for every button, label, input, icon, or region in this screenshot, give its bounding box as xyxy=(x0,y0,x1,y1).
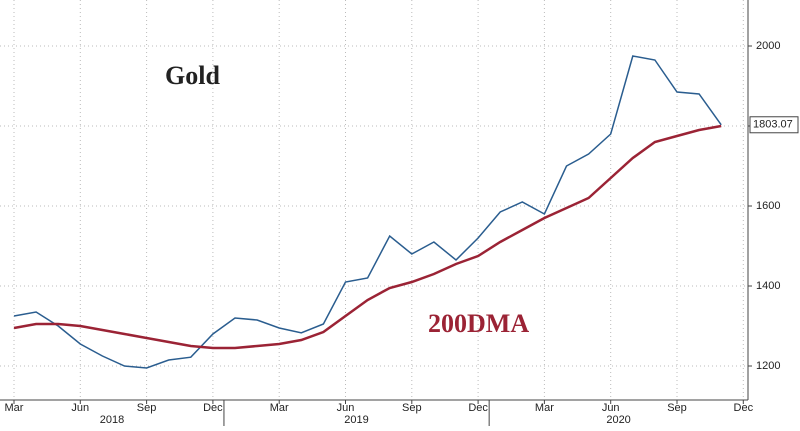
x-tick-label: Sep xyxy=(667,402,687,414)
x-tick-label: Mar xyxy=(270,402,289,414)
y-tick-label: 2000 xyxy=(756,40,780,52)
x-tick-label: Dec xyxy=(468,402,488,414)
year-label: 2018 xyxy=(100,414,124,426)
year-label: 2020 xyxy=(606,414,630,426)
chart-title: Gold xyxy=(165,61,220,90)
series-line xyxy=(13,55,722,369)
last-value-box xyxy=(749,116,799,134)
series-line xyxy=(13,124,722,350)
legend-label: 200DMA xyxy=(428,309,529,338)
x-tick-label: Mar xyxy=(535,402,554,414)
x-tick-label: Jun xyxy=(337,402,355,414)
x-tick-label: Dec xyxy=(734,402,754,414)
y-tick-label: 1400 xyxy=(756,280,780,292)
y-tick-label: 1200 xyxy=(756,360,780,372)
x-tick-label: Mar xyxy=(5,402,24,414)
x-tick-label: Jun xyxy=(71,402,89,414)
y-tick-label: 1600 xyxy=(756,200,780,212)
x-tick-label: Dec xyxy=(203,402,223,414)
x-tick-label: Sep xyxy=(137,402,157,414)
last-value-label: 1803.07 xyxy=(753,119,793,131)
x-tick-label: Sep xyxy=(402,402,422,414)
year-label: 2019 xyxy=(344,414,368,426)
x-tick-label: Jun xyxy=(602,402,620,414)
